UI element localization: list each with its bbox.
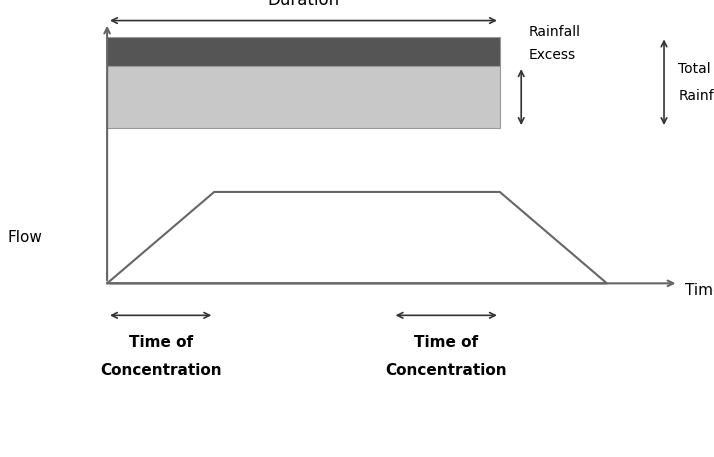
Text: Time of: Time of bbox=[129, 335, 193, 350]
Text: Time of: Time of bbox=[414, 335, 478, 350]
Text: Time: Time bbox=[685, 283, 714, 298]
Text: Rainfall: Rainfall bbox=[528, 25, 580, 39]
Bar bbox=[107, 37, 500, 66]
Text: Duration: Duration bbox=[267, 0, 340, 9]
Text: Flow: Flow bbox=[7, 230, 42, 245]
Text: Total: Total bbox=[678, 62, 711, 75]
Text: Concentration: Concentration bbox=[100, 363, 221, 377]
Bar bbox=[107, 46, 500, 128]
Text: Concentration: Concentration bbox=[386, 363, 507, 377]
Text: Rainfall: Rainfall bbox=[678, 89, 714, 103]
Text: Excess: Excess bbox=[528, 48, 575, 62]
